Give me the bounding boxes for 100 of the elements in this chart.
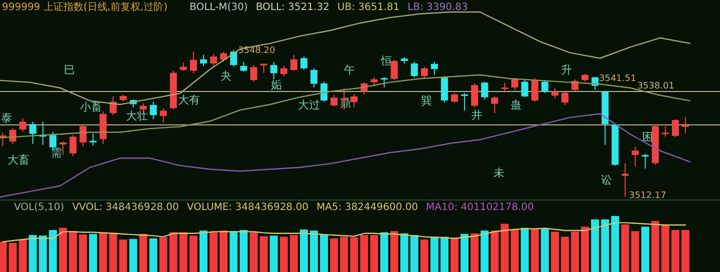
annotation: LB: 3390.83 <box>408 2 468 13</box>
candlestick <box>260 62 268 74</box>
candlestick <box>250 64 258 82</box>
annotation: 井 <box>472 108 483 122</box>
annotation: BOLL: 3521.32 <box>256 2 330 13</box>
candlestick <box>290 54 298 72</box>
bar <box>651 221 660 272</box>
bar <box>0 242 7 272</box>
bar <box>220 230 228 272</box>
candlestick <box>420 66 428 79</box>
bar <box>139 234 148 272</box>
bar <box>260 236 268 272</box>
bar <box>48 230 57 272</box>
annotation: 大过 <box>298 98 320 112</box>
candlestick <box>330 94 338 108</box>
ref-line-label: 3538.01 <box>637 81 674 92</box>
candlestick <box>220 51 228 62</box>
text: MA5: 382449600.00 <box>316 202 418 213</box>
bar <box>540 228 549 272</box>
bar <box>320 234 328 272</box>
annotation: 3548.20 <box>238 46 276 56</box>
bar <box>681 230 690 272</box>
bar <box>450 238 458 272</box>
bar <box>200 230 208 272</box>
candlestick <box>0 132 6 147</box>
bar <box>570 232 579 272</box>
bar <box>641 226 650 272</box>
candlestick <box>150 101 157 120</box>
candlestick <box>310 68 318 88</box>
candlestick <box>541 80 548 94</box>
candlestick <box>440 76 448 104</box>
bar <box>430 236 438 272</box>
bar <box>410 235 418 272</box>
annotation: 泰 <box>1 112 12 124</box>
bar <box>621 224 630 272</box>
candlestick <box>69 134 76 156</box>
bar <box>240 230 248 272</box>
candlestick <box>380 76 388 88</box>
bar <box>250 232 258 272</box>
candlestick <box>390 59 398 81</box>
annotation: 大畜 <box>8 154 30 166</box>
candlestick <box>280 65 288 77</box>
bar <box>601 219 610 272</box>
candlestick <box>501 82 508 94</box>
annotation: 未 <box>494 166 505 180</box>
bar <box>671 230 680 272</box>
candlestick <box>471 82 478 108</box>
bar <box>460 234 469 272</box>
bar <box>631 231 640 272</box>
bar <box>560 236 569 272</box>
candlestick <box>80 124 87 147</box>
bar <box>38 236 47 272</box>
bar <box>490 230 499 272</box>
candlestick <box>190 51 197 74</box>
bar <box>28 235 37 272</box>
bar <box>370 235 378 272</box>
candlestick <box>682 116 689 134</box>
text: VVOL: 348436928.00 <box>72 202 179 213</box>
bar <box>520 228 529 272</box>
annotation: 3541.51 <box>599 74 636 84</box>
bar <box>500 224 509 272</box>
bar <box>400 233 408 272</box>
annotation: 升 <box>561 64 572 76</box>
annotation: 午 <box>344 64 355 76</box>
annotation: 蛊 <box>510 98 522 112</box>
bar <box>159 237 168 272</box>
candlestick <box>511 78 518 90</box>
candlestick <box>451 92 458 104</box>
text: MA10: 401102178.00 <box>426 202 534 213</box>
bar <box>550 232 559 272</box>
bar <box>530 228 539 272</box>
bar <box>440 236 448 272</box>
candlestick <box>160 108 167 123</box>
bar <box>109 232 118 272</box>
annotation: 巽 <box>421 94 432 108</box>
bar <box>189 236 198 272</box>
bar <box>58 228 67 272</box>
candlestick <box>622 162 629 198</box>
candlestick <box>240 61 248 72</box>
annotation: 姤 <box>271 78 282 92</box>
candlestick <box>481 81 488 100</box>
bar <box>661 224 670 272</box>
candlestick <box>270 61 278 80</box>
bar <box>591 219 600 272</box>
annotation: 需 <box>51 146 62 160</box>
bar <box>129 238 138 272</box>
candlestick <box>90 132 97 146</box>
candlestick <box>410 61 418 78</box>
bar <box>8 242 17 272</box>
bar <box>270 236 278 272</box>
annotation: 小畜 <box>80 100 102 114</box>
candlestick <box>320 81 328 102</box>
bar <box>210 232 218 272</box>
candlestick <box>110 96 117 116</box>
bar <box>89 234 98 272</box>
bar <box>340 236 348 272</box>
bar <box>310 230 318 272</box>
annotation: 困 <box>642 130 653 144</box>
bar <box>470 233 479 272</box>
bar <box>390 231 398 272</box>
